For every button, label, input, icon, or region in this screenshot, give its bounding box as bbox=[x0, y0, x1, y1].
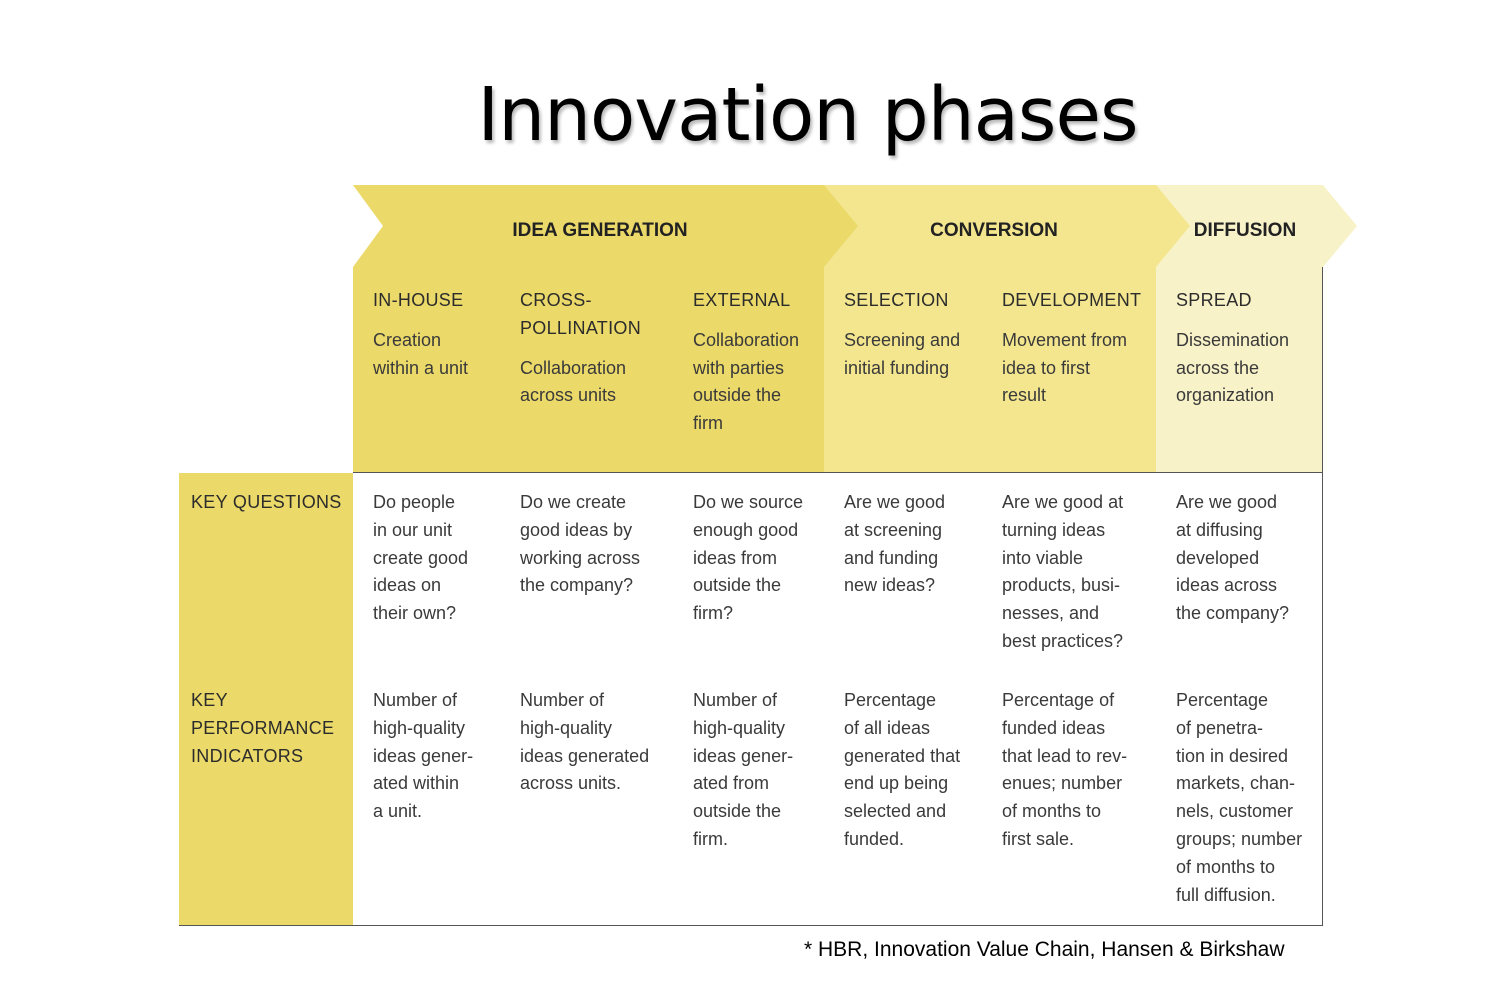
table-cell: Are we good at diffusing developed ideas… bbox=[1156, 473, 1323, 672]
phase-arrow-conversion bbox=[824, 185, 1190, 267]
table-cell: Percentage of penetra- tion in desired m… bbox=[1156, 671, 1323, 926]
stage-name: SELECTION bbox=[844, 290, 949, 310]
table-cell: Do we source enough good ideas from outs… bbox=[673, 473, 825, 672]
stage-description: Collaboration with parties outside the f… bbox=[693, 329, 800, 434]
phase-label-idea-generation: IDEA GENERATION bbox=[512, 220, 688, 241]
stage-name: DEVELOPMENT bbox=[1002, 290, 1142, 310]
stage-cell-external: EXTERNAL Collaboration with parties outs… bbox=[673, 267, 825, 473]
stage-cell-selection: SELECTION Screening and initial funding bbox=[824, 267, 983, 473]
stage-description: Collaboration across units bbox=[520, 357, 627, 406]
stage-name: IN-HOUSE bbox=[373, 290, 464, 310]
table-cell: Number of high-quality ideas generated a… bbox=[500, 671, 674, 926]
stage-cell-cross-pollination: CROSS- POLLINATION Collaboration across … bbox=[500, 267, 674, 473]
citation: * HBR, Innovation Value Chain, Hansen & … bbox=[804, 938, 1285, 961]
table-cell: Percentage of funded ideas that lead to … bbox=[982, 671, 1157, 926]
stage-description: Movement from idea to first result bbox=[1002, 329, 1128, 406]
stage-cell-in-house: IN-HOUSE Creation within a unit bbox=[353, 267, 501, 473]
stage-cell-development: DEVELOPMENT Movement from idea to first … bbox=[982, 267, 1157, 473]
stage-description: Screening and initial funding bbox=[844, 329, 961, 378]
row-label: KEY PERFORMANCE INDICATORS bbox=[191, 690, 335, 766]
stage-name: CROSS- POLLINATION bbox=[520, 290, 641, 338]
stage-name: SPREAD bbox=[1176, 290, 1252, 310]
table-cell: Are we good at screening and funding new… bbox=[824, 473, 983, 672]
stage-description: Dissemination across the organization bbox=[1176, 329, 1290, 406]
row-label-key-questions: KEY QUESTIONS bbox=[179, 473, 354, 672]
row-label-kpi: KEY PERFORMANCE INDICATORS bbox=[179, 671, 354, 926]
phase-arrow-diffusion bbox=[1156, 185, 1357, 267]
row-label: KEY QUESTIONS bbox=[191, 492, 342, 512]
table-cell: Number of high-quality ideas gener- ated… bbox=[673, 671, 825, 926]
table-cell: Are we good at turning ideas into viable… bbox=[982, 473, 1157, 672]
stage-cell-spread: SPREAD Dissemination across the organiza… bbox=[1156, 267, 1323, 473]
table-cell: Number of high-quality ideas gener- ated… bbox=[353, 671, 501, 926]
phase-label-diffusion: DIFFUSION bbox=[1193, 220, 1297, 241]
table-cell: Do people in our unit create good ideas … bbox=[353, 473, 501, 672]
stage-description: Creation within a unit bbox=[373, 329, 469, 378]
table-cell: Do we create good ideas by working acros… bbox=[500, 473, 674, 672]
phase-arrow-idea-generation bbox=[353, 185, 858, 267]
table-cell: Percentage of all ideas generated that e… bbox=[824, 671, 983, 926]
stage-name: EXTERNAL bbox=[693, 290, 791, 310]
phase-label-conversion: CONVERSION bbox=[930, 220, 1058, 241]
slide-title: Innovation phases bbox=[477, 72, 1138, 158]
